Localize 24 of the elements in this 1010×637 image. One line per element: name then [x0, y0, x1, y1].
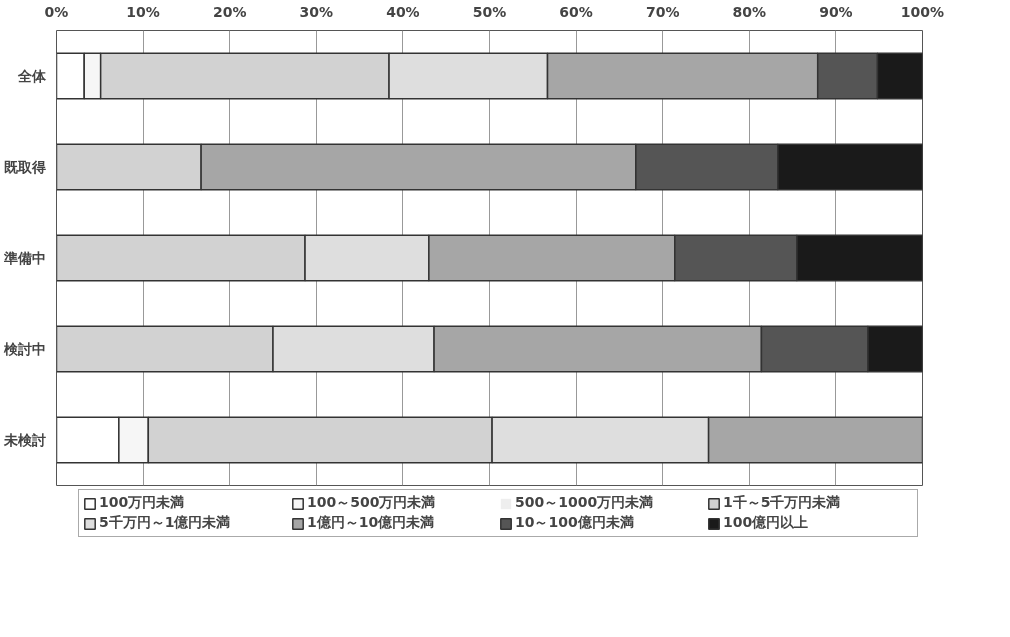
x-tick-label: 60%	[559, 3, 593, 20]
legend-label: 10～100億円未満	[515, 514, 635, 532]
legend-label: 1億円～10億円未満	[307, 514, 436, 532]
x-tick-label: 100%	[900, 3, 945, 20]
legend-label: 100～500万円未満	[307, 494, 437, 512]
x-tick-label: 70%	[645, 3, 680, 20]
y-tick-label: 未検討	[2, 432, 46, 448]
legend-label: 500～1000万円未満	[515, 494, 655, 512]
y-tick-label: 既取得	[3, 159, 46, 175]
y-tick-label: 準備中	[2, 250, 46, 266]
x-tick-label: 0%	[44, 3, 69, 20]
y-tick-label: 全体	[16, 68, 47, 84]
x-tick-label: 50%	[472, 3, 507, 20]
legend-label: 100億円以上	[723, 514, 810, 532]
legend-label: 1千～5千万円未満	[723, 494, 842, 512]
x-tick-label: 40%	[386, 3, 420, 20]
legend-label: 5千万円～1億円未満	[99, 514, 232, 532]
x-tick-label: 90%	[819, 3, 853, 20]
legend-label: 100万円未満	[99, 494, 186, 512]
x-tick-label: 30%	[299, 3, 334, 20]
x-tick-label: 80%	[732, 3, 767, 20]
x-tick-label: 10%	[126, 3, 160, 20]
y-tick-label: 検討中	[2, 341, 46, 357]
x-tick-label: 20%	[212, 3, 247, 20]
